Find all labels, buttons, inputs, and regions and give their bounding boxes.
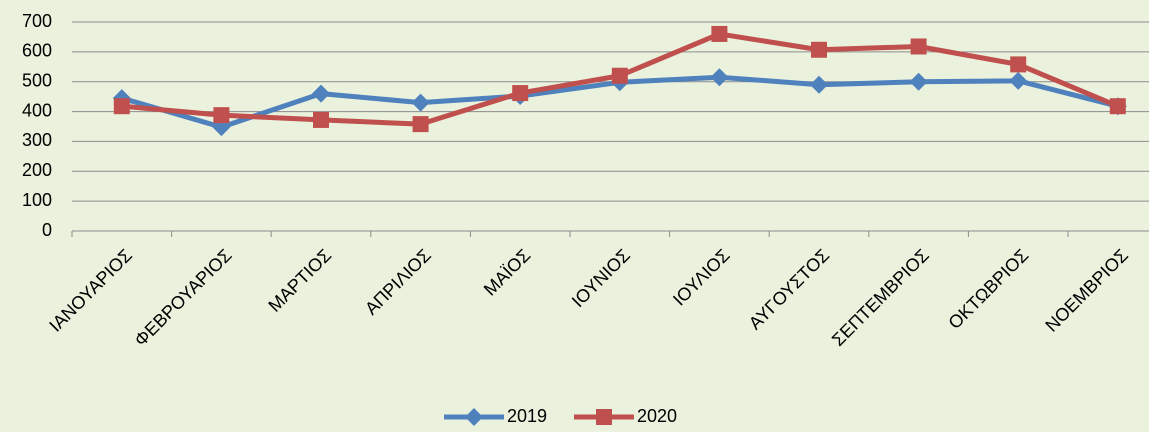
point	[909, 72, 928, 91]
point	[412, 116, 429, 133]
point	[910, 38, 927, 55]
legend-label: 2019	[507, 406, 547, 426]
point	[710, 68, 729, 87]
point	[213, 107, 230, 124]
point	[611, 67, 628, 84]
point	[512, 85, 529, 102]
y-tick-label: 200	[22, 160, 52, 180]
y-tick-label: 400	[22, 100, 52, 120]
y-tick-label: 600	[22, 41, 52, 61]
point	[411, 93, 430, 112]
point	[1109, 98, 1126, 115]
legend-marker	[596, 409, 612, 425]
point	[811, 41, 827, 58]
legend-marker	[465, 408, 483, 426]
point	[313, 111, 329, 128]
point	[810, 75, 828, 94]
y-tick-label: 0	[42, 220, 52, 240]
y-tick-label: 300	[22, 130, 52, 150]
point	[711, 25, 728, 42]
y-tick-label: 500	[22, 70, 52, 90]
legend-label: 2020	[637, 406, 677, 426]
point	[113, 98, 130, 115]
point	[312, 84, 330, 103]
point	[1009, 71, 1028, 90]
point	[1010, 56, 1027, 73]
y-tick-label: 100	[22, 190, 52, 210]
y-tick-label: 700	[22, 11, 52, 31]
